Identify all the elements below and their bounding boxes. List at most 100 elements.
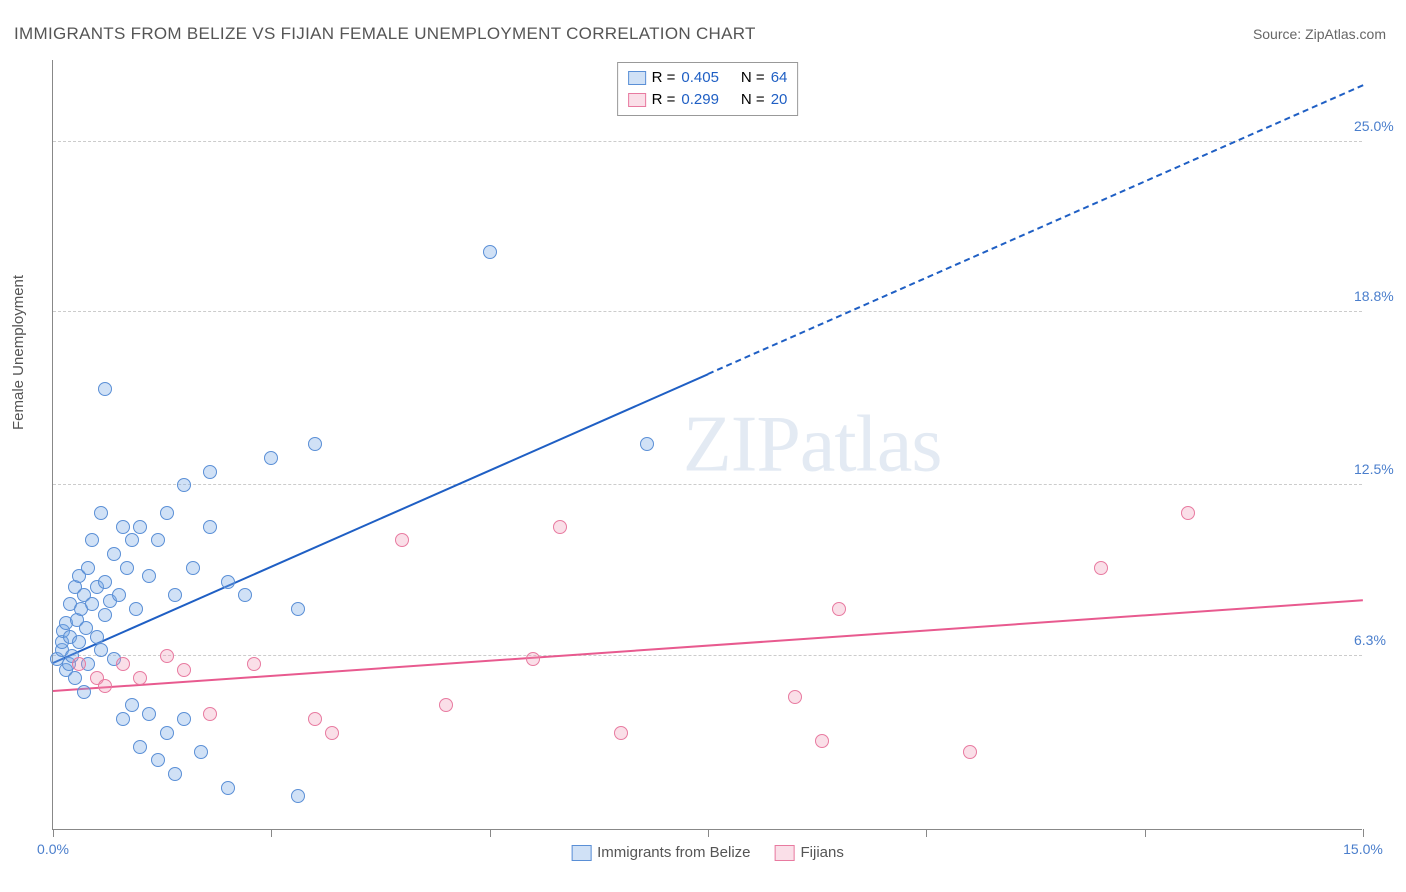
data-point: [1094, 561, 1108, 575]
chart-area: ZIPatlas R = 0.405 N = 64 R = 0.299 N = …: [52, 60, 1362, 830]
data-point: [94, 643, 108, 657]
gridline: [53, 311, 1362, 312]
data-point: [116, 520, 130, 534]
trend-line: [708, 85, 1364, 376]
data-point: [186, 561, 200, 575]
data-point: [963, 745, 977, 759]
legend-label: Fijians: [801, 844, 844, 861]
data-point: [112, 588, 126, 602]
legend-swatch-belize: [628, 71, 646, 85]
data-point: [142, 569, 156, 583]
data-point: [85, 533, 99, 547]
data-point: [160, 726, 174, 740]
n-label: N =: [741, 67, 765, 89]
r-value-fijians: 0.299: [681, 89, 719, 111]
data-point: [160, 506, 174, 520]
data-point: [640, 437, 654, 451]
data-point: [120, 561, 134, 575]
data-point: [203, 520, 217, 534]
data-point: [116, 712, 130, 726]
data-point: [116, 657, 130, 671]
x-tick: [490, 829, 491, 837]
data-point: [395, 533, 409, 547]
y-tick-label: 18.8%: [1354, 288, 1406, 304]
data-point: [221, 781, 235, 795]
data-point: [203, 465, 217, 479]
data-point: [129, 602, 143, 616]
legend-row: R = 0.405 N = 64: [628, 67, 788, 89]
trend-line: [53, 599, 1363, 692]
x-tick: [1363, 829, 1364, 837]
legend-row: R = 0.299 N = 20: [628, 89, 788, 111]
x-tick-label: 0.0%: [37, 841, 69, 857]
legend-swatch-belize: [571, 845, 591, 861]
data-point: [308, 437, 322, 451]
data-point: [90, 630, 104, 644]
data-point: [81, 561, 95, 575]
data-point: [151, 533, 165, 547]
data-point: [238, 588, 252, 602]
n-value-fijians: 20: [771, 89, 788, 111]
data-point: [133, 671, 147, 685]
data-point: [72, 657, 86, 671]
data-point: [177, 663, 191, 677]
data-point: [168, 767, 182, 781]
x-tick-label: 15.0%: [1343, 841, 1383, 857]
gridline: [53, 141, 1362, 142]
data-point: [125, 533, 139, 547]
data-point: [788, 690, 802, 704]
data-point: [72, 635, 86, 649]
legend-label: Immigrants from Belize: [597, 844, 750, 861]
r-value-belize: 0.405: [681, 67, 719, 89]
data-point: [247, 657, 261, 671]
data-point: [291, 789, 305, 803]
data-point: [553, 520, 567, 534]
data-point: [107, 547, 121, 561]
data-point: [77, 685, 91, 699]
data-point: [439, 698, 453, 712]
data-point: [85, 597, 99, 611]
data-point: [168, 588, 182, 602]
r-label: R =: [652, 67, 676, 89]
y-axis-label: Female Unemployment: [10, 275, 27, 430]
data-point: [203, 707, 217, 721]
legend-item: Immigrants from Belize: [571, 844, 750, 861]
data-point: [177, 478, 191, 492]
r-label: R =: [652, 89, 676, 111]
legend-swatch-fijians: [628, 93, 646, 107]
x-tick: [53, 829, 54, 837]
series-legend: Immigrants from Belize Fijians: [571, 844, 844, 861]
data-point: [68, 671, 82, 685]
data-point: [177, 712, 191, 726]
data-point: [308, 712, 322, 726]
chart-title: IMMIGRANTS FROM BELIZE VS FIJIAN FEMALE …: [14, 24, 756, 44]
data-point: [526, 652, 540, 666]
data-point: [125, 698, 139, 712]
data-point: [151, 753, 165, 767]
gridline: [53, 484, 1362, 485]
legend-item: Fijians: [775, 844, 844, 861]
data-point: [160, 649, 174, 663]
watermark: ZIPatlas: [683, 399, 942, 490]
gridline: [53, 655, 1362, 656]
data-point: [133, 520, 147, 534]
data-point: [142, 707, 156, 721]
data-point: [98, 575, 112, 589]
data-point: [264, 451, 278, 465]
data-point: [815, 734, 829, 748]
x-tick: [1145, 829, 1146, 837]
data-point: [221, 575, 235, 589]
x-tick: [926, 829, 927, 837]
data-point: [98, 608, 112, 622]
data-point: [133, 740, 147, 754]
data-point: [94, 506, 108, 520]
data-point: [1181, 506, 1195, 520]
data-point: [291, 602, 305, 616]
x-tick: [708, 829, 709, 837]
y-tick-label: 25.0%: [1354, 118, 1406, 134]
data-point: [98, 679, 112, 693]
data-point: [194, 745, 208, 759]
data-point: [483, 245, 497, 259]
source-label: Source: ZipAtlas.com: [1253, 26, 1386, 42]
y-tick-label: 6.3%: [1354, 632, 1406, 648]
